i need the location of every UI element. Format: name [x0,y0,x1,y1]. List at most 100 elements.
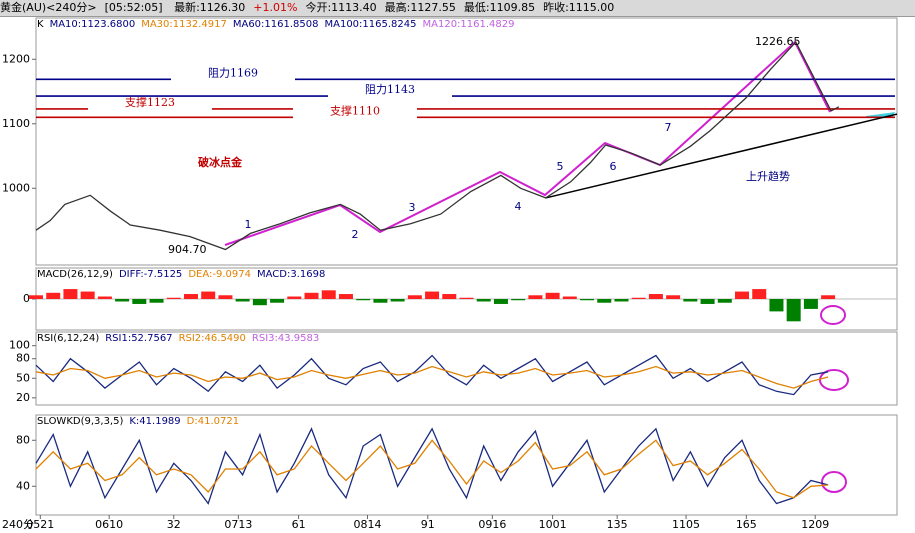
label-bg [293,107,417,128]
legend-entry: RSI2:46.5490 [178,333,246,344]
legend-entry: RSI1:52.7567 [105,333,173,344]
annotation: 破冰点金 [198,155,243,169]
instrument: 黄金(AU)<240分> [0,1,97,14]
legend-entry: RSI3:43.9583 [251,333,320,344]
ref-label: 阻力1169 [208,66,258,79]
macd-bar [235,299,250,302]
ref-label: 支撑1110 [330,103,380,117]
x-tick-label: 0916 [478,518,506,531]
legend-entry: DEA:-9.0974 [188,269,251,280]
macd-bar [700,299,715,304]
macd-bar [666,295,681,299]
y-tick-label: 80 [16,433,30,446]
quote-field: +1.01% [253,1,298,14]
macd-bar [304,292,319,299]
legend-entry: MACD(26,12,9) [37,269,113,280]
x-tick-label: 0610 [95,518,123,531]
panel-frame [35,331,898,406]
macd-bar [270,299,285,303]
annotation: 6 [610,160,617,173]
macd-bar [683,299,698,302]
macd-bar [390,299,405,302]
y-tick-label: 50 [16,371,30,384]
annotation: 1226.65 [755,35,801,48]
legend-entry: MA100:1165.8245 [324,19,417,30]
x-tick-label: 91 [421,518,435,531]
annotation: 5 [557,160,564,173]
quote-field: 昨收:1115.00 [543,1,615,14]
legend: MACD(26,12,9) DIFF:-7.5125 DEA:-9.0974 MACD… [37,269,331,281]
y-tick-label: 0 [23,292,30,305]
legend-entry: SLOWKD(9,3,3,5) [37,416,124,427]
trend-line [545,113,898,199]
x-tick-label: 1105 [672,518,700,531]
macd-bar [786,299,801,322]
x-tick-label: 32 [167,518,181,531]
period-label: 240分 [2,518,34,531]
time: [05:52:05] [104,1,163,14]
macd-bar [356,299,371,301]
label-bg [171,69,295,90]
macd-bar [252,299,267,306]
quote-field: 最低:1109.85 [463,1,536,14]
wave-line [224,40,831,246]
macd-bar [407,295,422,299]
x-tick-label: 1209 [801,518,829,531]
macd-bar [580,299,595,301]
macd-bar [752,289,767,299]
x-tick-label: 1001 [539,518,567,531]
series-line [35,427,829,505]
macd-bar [821,295,836,299]
legend-entry: MA30:1132.4917 [141,19,227,30]
macd-bar [63,289,78,299]
y-tick-label: 20 [16,391,30,404]
macd-bar [717,299,732,303]
x-tick-label: 0521 [26,518,54,531]
y-tick-label: 40 [16,479,30,492]
legend-entry: DIFF:-7.5125 [118,269,183,280]
macd-bar [476,299,491,302]
quote-field: 最高:1127.55 [384,1,456,14]
macd-bar [287,296,302,299]
y-tick-label: 1100 [2,117,30,130]
macd-bar [631,297,646,299]
annotation: 3 [409,201,416,214]
macd-bar [338,294,353,299]
header: 黄金(AU)<240分> [05:52:05] 最新:1126.30 +1.01% 今… [0,0,915,17]
legend-entry: D:41.0721 [186,416,240,427]
label-bg [328,86,452,107]
macd-bar [29,295,43,299]
macd-bar [46,292,61,299]
quote-field: 今开:1113.40 [305,1,377,14]
legend-entry: MA60:1161.8508 [232,19,319,30]
macd-bar [442,294,457,299]
panel-frame [35,414,898,516]
panel-frame [35,17,898,266]
legend: SLOWKD(9,3,3,5) K:41.1989 D:41.0721 [37,416,245,428]
y-tick-label: 100 [9,339,30,352]
macd-bar [614,299,629,302]
macd-bar [511,299,526,301]
x-tick-label: 165 [736,518,757,531]
highlight [820,305,846,325]
annotation: 2 [352,228,359,241]
macd-bar [545,292,560,299]
legend-entry: MA10:1123.6800 [49,19,136,30]
x-tick-label: 0814 [353,518,381,531]
legend-entry: K:41.1989 [129,416,181,427]
x-tick-label: 61 [292,518,306,531]
macd-bar [201,291,216,299]
ref-label: 阻力1143 [365,83,415,96]
legend-entry: MACD:3.1698 [256,269,326,280]
macd-bar [459,297,474,299]
legend-entry: K [37,19,44,30]
legend: K MA10:1123.6800 MA30:1132.4917 MA60:1161.8… [37,19,521,31]
macd-bar [80,291,95,299]
macd-bar [493,299,508,304]
macd-bar [597,299,612,303]
macd-bar [803,299,818,309]
macd-bar [218,295,233,299]
annotation: 上升趋势 [746,170,790,183]
macd-bar [166,297,181,299]
